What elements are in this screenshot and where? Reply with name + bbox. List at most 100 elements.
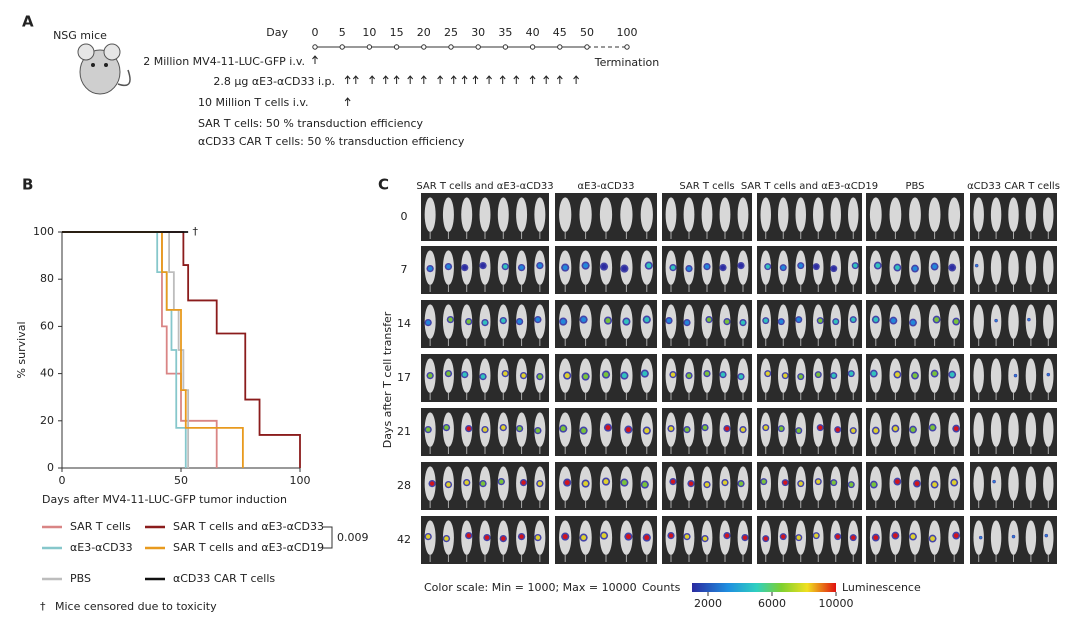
signal bbox=[684, 534, 690, 539]
mouse bbox=[737, 197, 749, 232]
column-header: SAR T cells and αE3-αCD33 bbox=[416, 181, 553, 192]
signal bbox=[871, 482, 877, 487]
signal bbox=[429, 481, 435, 486]
image-background bbox=[757, 300, 862, 348]
day-tick-label: 30 bbox=[471, 26, 485, 39]
signal bbox=[601, 533, 607, 539]
day-tick-label: 45 bbox=[553, 26, 567, 39]
mouse bbox=[620, 197, 633, 232]
mouse bbox=[683, 197, 695, 232]
signal bbox=[684, 320, 690, 325]
bioluminescence-image bbox=[421, 408, 549, 456]
colorbar-left: Counts bbox=[642, 581, 681, 594]
mouse bbox=[990, 466, 1002, 501]
y-tick-label: 0 bbox=[47, 461, 54, 474]
y-tick-label: 60 bbox=[40, 319, 54, 332]
signal bbox=[851, 535, 856, 540]
signal bbox=[581, 317, 587, 323]
signal bbox=[462, 265, 467, 270]
antibody-arrow bbox=[529, 75, 536, 84]
row-label: 14 bbox=[397, 317, 411, 330]
signal bbox=[816, 372, 821, 377]
signal bbox=[621, 373, 627, 379]
signal bbox=[668, 426, 674, 431]
mouse bbox=[559, 197, 572, 232]
signal bbox=[482, 320, 488, 325]
day-marker bbox=[557, 44, 563, 50]
column-header: αCD33 CAR T cells bbox=[967, 181, 1060, 192]
mouse bbox=[599, 197, 613, 232]
bioluminescence-image bbox=[866, 193, 964, 241]
signal bbox=[501, 425, 506, 430]
day-tick-label: 20 bbox=[417, 26, 431, 39]
signal bbox=[910, 427, 916, 432]
signal bbox=[503, 264, 508, 269]
antibody-arrow bbox=[420, 75, 427, 84]
colorbar-tick-label: 6000 bbox=[758, 597, 786, 610]
mouse bbox=[701, 197, 713, 232]
tcells-arrow bbox=[344, 97, 351, 106]
signal bbox=[521, 373, 526, 378]
mouse bbox=[479, 197, 491, 232]
mouse bbox=[848, 197, 859, 232]
day-tick-label: 0 bbox=[312, 26, 319, 39]
bioluminescence-image bbox=[866, 516, 964, 564]
signal bbox=[835, 427, 840, 432]
antibody-arrow bbox=[461, 75, 468, 84]
colorbar-tick-label: 2000 bbox=[694, 597, 722, 610]
panel-label: C bbox=[378, 176, 389, 194]
panel-label: B bbox=[22, 176, 33, 194]
day-tick-label: 25 bbox=[444, 26, 458, 39]
signal bbox=[763, 425, 768, 430]
row-label: 21 bbox=[397, 425, 411, 438]
mouse bbox=[760, 197, 771, 232]
bioluminescence-image bbox=[970, 516, 1057, 564]
signal bbox=[831, 266, 836, 271]
antibody-arrow bbox=[486, 75, 492, 84]
signal bbox=[425, 427, 431, 432]
y-tick-label: 100 bbox=[33, 225, 54, 238]
image-background bbox=[757, 516, 862, 564]
signal bbox=[1012, 535, 1015, 538]
antibody-arrow bbox=[573, 75, 580, 84]
signal bbox=[686, 266, 692, 271]
signal bbox=[740, 320, 746, 325]
mouse bbox=[813, 197, 824, 232]
signal bbox=[781, 534, 786, 539]
signal bbox=[704, 264, 710, 269]
signal bbox=[930, 425, 935, 430]
mouse bbox=[1025, 466, 1037, 501]
day-tick-label: 5 bbox=[339, 26, 346, 39]
signal bbox=[932, 264, 937, 269]
mouse bbox=[909, 197, 921, 232]
signal bbox=[670, 372, 676, 377]
y-tick-label: 80 bbox=[40, 272, 54, 285]
signal bbox=[893, 426, 898, 431]
signal bbox=[891, 318, 896, 323]
p-bracket bbox=[323, 526, 333, 549]
signal bbox=[895, 479, 900, 484]
bioluminescence-image bbox=[866, 354, 964, 402]
mouse bbox=[424, 197, 436, 232]
x-tick-label: 100 bbox=[290, 474, 311, 487]
signal bbox=[763, 536, 768, 541]
legend-label: PBS bbox=[70, 572, 91, 585]
signal bbox=[560, 319, 566, 325]
signal bbox=[684, 427, 690, 432]
signal bbox=[910, 534, 916, 539]
signal bbox=[914, 481, 920, 486]
signal bbox=[537, 481, 543, 486]
signal bbox=[519, 534, 524, 539]
signal bbox=[798, 481, 803, 486]
signal bbox=[1047, 373, 1050, 376]
signal bbox=[873, 535, 879, 540]
signal bbox=[686, 373, 692, 378]
day-tick-label: 15 bbox=[390, 26, 404, 39]
day-marker bbox=[475, 44, 481, 50]
mouse bbox=[990, 250, 1002, 285]
signal bbox=[835, 534, 840, 539]
p-value: 0.009 bbox=[337, 531, 369, 544]
bioluminescence-image bbox=[421, 516, 549, 564]
bioluminescence-image bbox=[757, 462, 862, 510]
bioluminescence-image bbox=[662, 408, 752, 456]
